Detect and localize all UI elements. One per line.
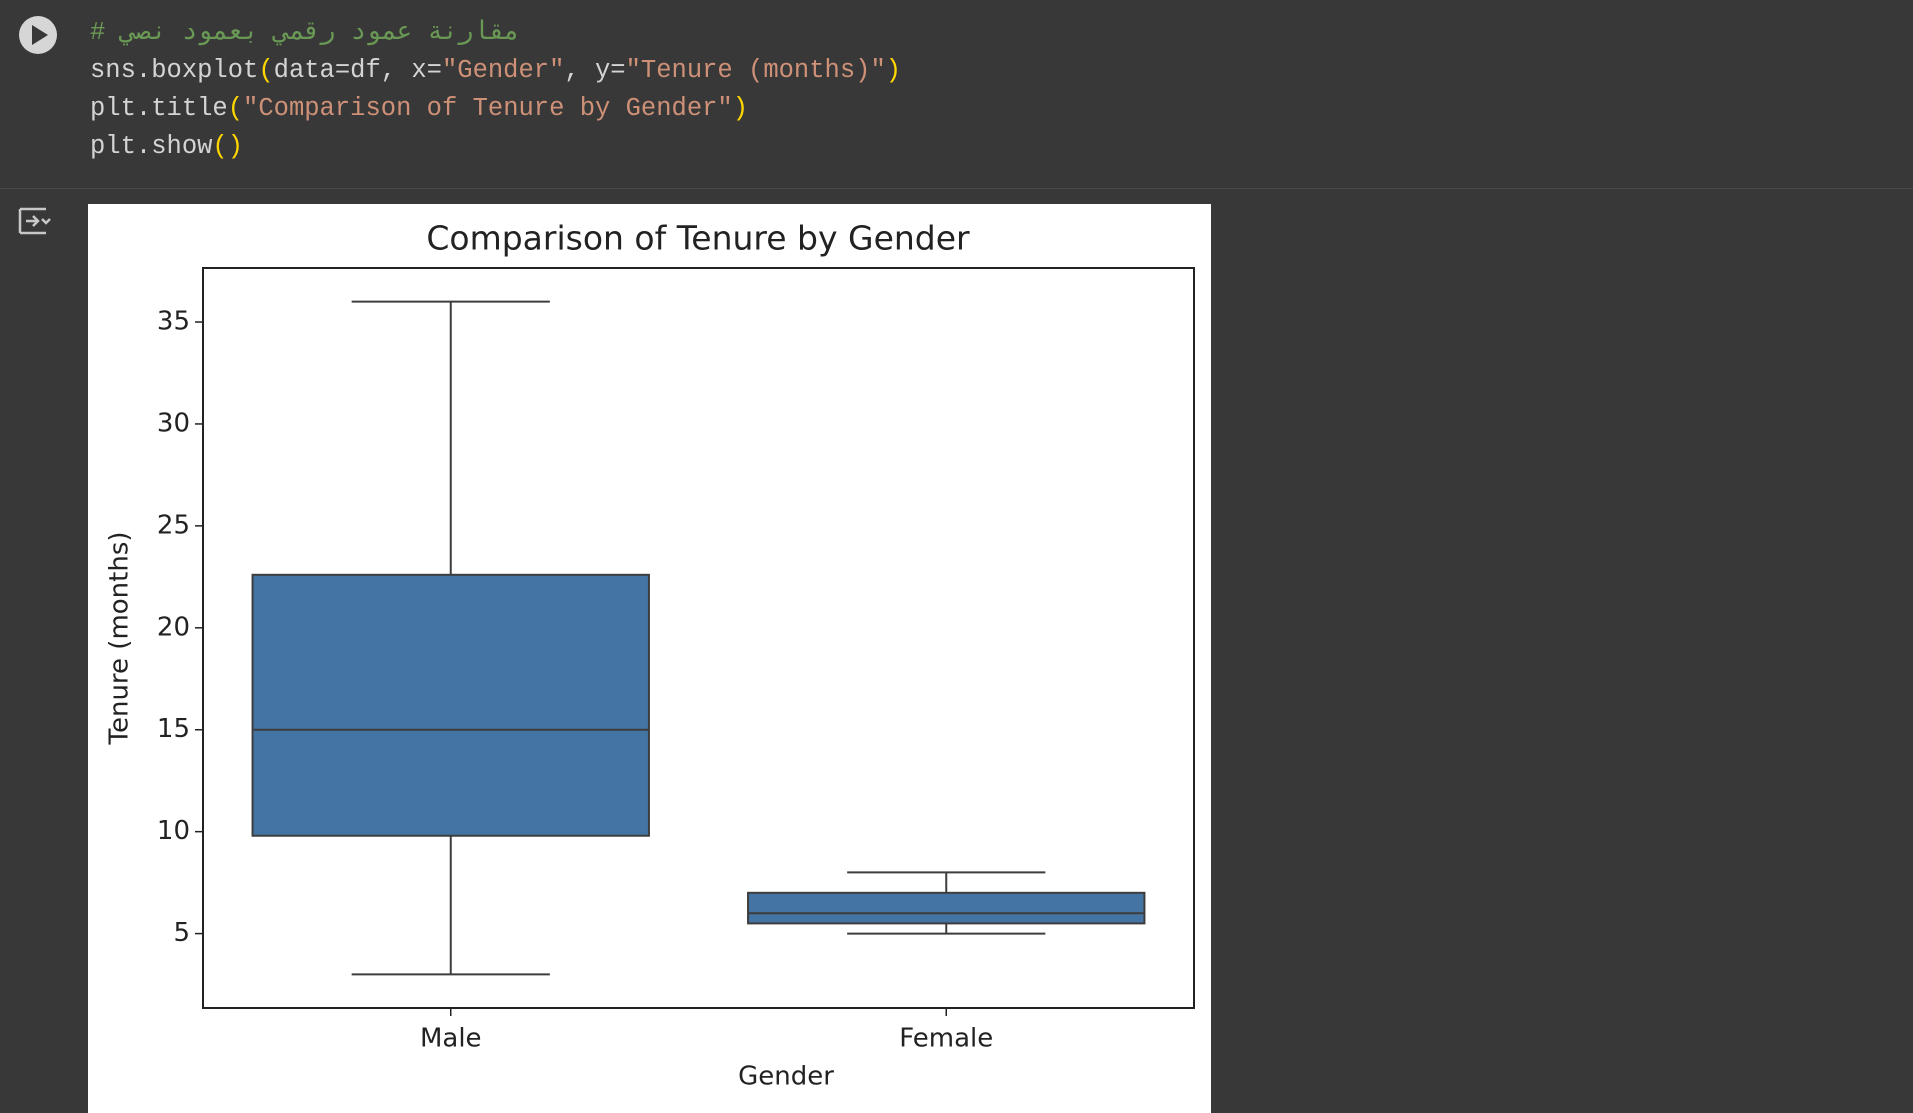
- code-token: "Gender": [441, 56, 565, 85]
- y-tick-label: 5: [173, 918, 190, 948]
- y-tick-label: 35: [157, 307, 190, 337]
- code-token: "Comparison of Tenure by Gender": [243, 94, 733, 123]
- cell-separator: [0, 188, 1913, 189]
- code-token: , y=: [564, 56, 626, 85]
- code-token: ): [885, 56, 902, 85]
- box: [747, 891, 1146, 925]
- y-axis-label: Tenure (months): [105, 531, 135, 745]
- code-line: plt.show(): [90, 128, 901, 166]
- code-token: sns.boxplot: [90, 56, 259, 85]
- code-line: # مقارنة عمود رقمي بعمود نصي: [90, 14, 901, 52]
- y-tick-label: 15: [157, 714, 190, 744]
- chart-title: Comparison of Tenure by Gender: [426, 219, 970, 258]
- code-token: plt.show: [90, 132, 213, 161]
- box: [251, 573, 650, 837]
- code-token: (): [212, 132, 244, 161]
- cell-gutter: [18, 16, 57, 235]
- code-token: plt.title: [90, 94, 228, 123]
- run-button[interactable]: [19, 16, 57, 54]
- x-tick-label: Male: [420, 1024, 482, 1054]
- axes-frame: [202, 267, 1195, 1009]
- y-tick-label: 10: [157, 816, 190, 846]
- x-tick-label: Female: [899, 1024, 993, 1054]
- code-line: sns.boxplot(data=df, x="Gender", y="Tenu…: [90, 52, 901, 90]
- code-token: (: [227, 94, 244, 123]
- y-tick-label: 25: [157, 510, 190, 540]
- code-line: plt.title("Comparison of Tenure by Gende…: [90, 90, 901, 128]
- code-token: ): [732, 94, 749, 123]
- code-token: data=df, x=: [273, 56, 442, 85]
- code-token: (: [258, 56, 274, 85]
- y-tick-label: 30: [157, 408, 190, 438]
- output-toggle[interactable]: [18, 207, 51, 235]
- code-editor[interactable]: # مقارنة عمود رقمي بعمود نصي sns.boxplot(…: [90, 14, 901, 166]
- code-token: "Tenure (months)": [625, 56, 886, 85]
- chart: Comparison of Tenure by Gender Gender Te…: [88, 204, 1211, 1113]
- y-tick-label: 20: [157, 612, 190, 642]
- x-axis-label: Gender: [738, 1062, 834, 1092]
- code-token: # مقارنة عمود رقمي بعمود نصي: [90, 18, 520, 47]
